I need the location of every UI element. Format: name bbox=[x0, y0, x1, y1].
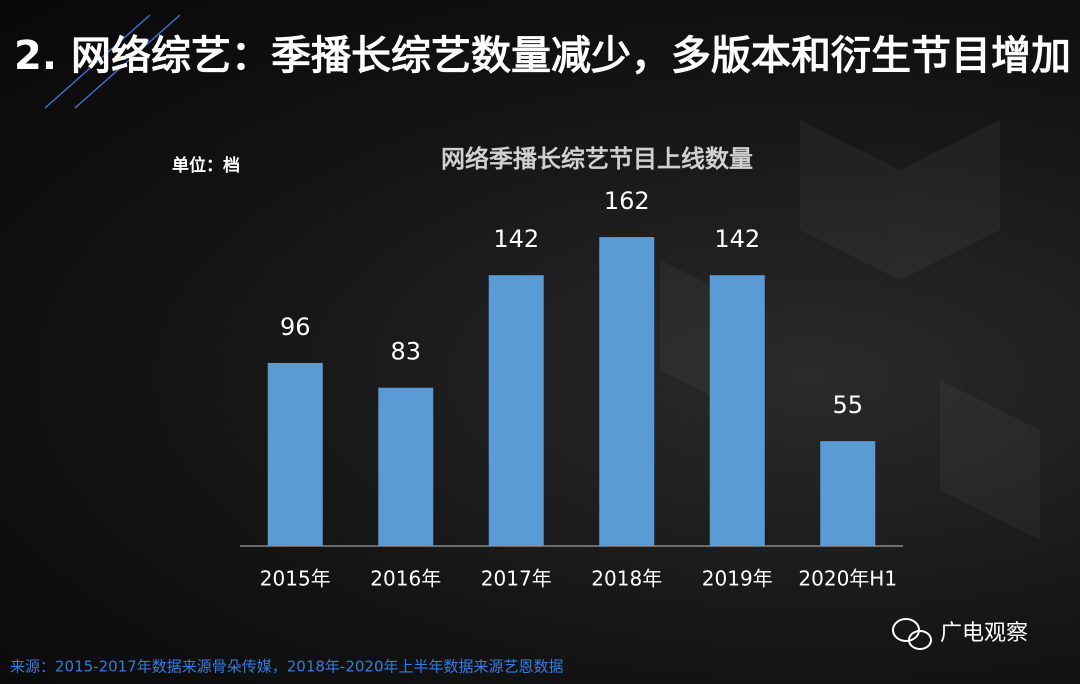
x-tick-label: 2019年 bbox=[702, 567, 773, 591]
decoration bbox=[44, 14, 181, 109]
watermark: 广电观察 bbox=[940, 621, 1028, 646]
x-tick-label: 2015年 bbox=[260, 567, 331, 591]
x-tick-label: 2017年 bbox=[481, 567, 552, 591]
value-label: 96 bbox=[280, 313, 311, 341]
x-tick-label: 2016年 bbox=[370, 567, 441, 591]
bar bbox=[378, 387, 434, 546]
value-label: 162 bbox=[604, 187, 650, 215]
value-label: 83 bbox=[390, 338, 421, 366]
bar bbox=[709, 275, 765, 546]
unit-label: 单位：档 bbox=[172, 155, 240, 176]
bar bbox=[488, 275, 544, 546]
value-label: 142 bbox=[714, 225, 760, 253]
x-tick-label: 2020年H1 bbox=[798, 567, 897, 591]
slide-title: 2. 网络综艺：季播长综艺数量减少，多版本和衍生节目增加 bbox=[14, 33, 1071, 79]
x-tick-label: 2018年 bbox=[591, 567, 662, 591]
value-label: 142 bbox=[493, 225, 539, 253]
watermark-icon bbox=[892, 618, 932, 650]
bar bbox=[599, 237, 655, 547]
bar bbox=[820, 441, 876, 546]
value-label: 55 bbox=[832, 391, 863, 419]
source-note: 来源：2015-2017年数据来源骨朵传媒，2018年-2020年上半年数据来源… bbox=[10, 658, 564, 676]
chart-title: 网络季播长综艺节目上线数量 bbox=[441, 145, 753, 173]
bar bbox=[267, 362, 323, 546]
